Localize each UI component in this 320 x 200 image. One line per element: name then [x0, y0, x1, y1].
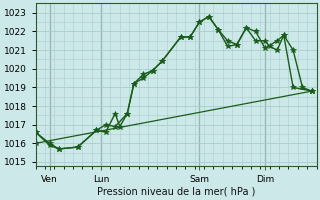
X-axis label: Pression niveau de la mer( hPa ): Pression niveau de la mer( hPa ) — [97, 187, 255, 197]
